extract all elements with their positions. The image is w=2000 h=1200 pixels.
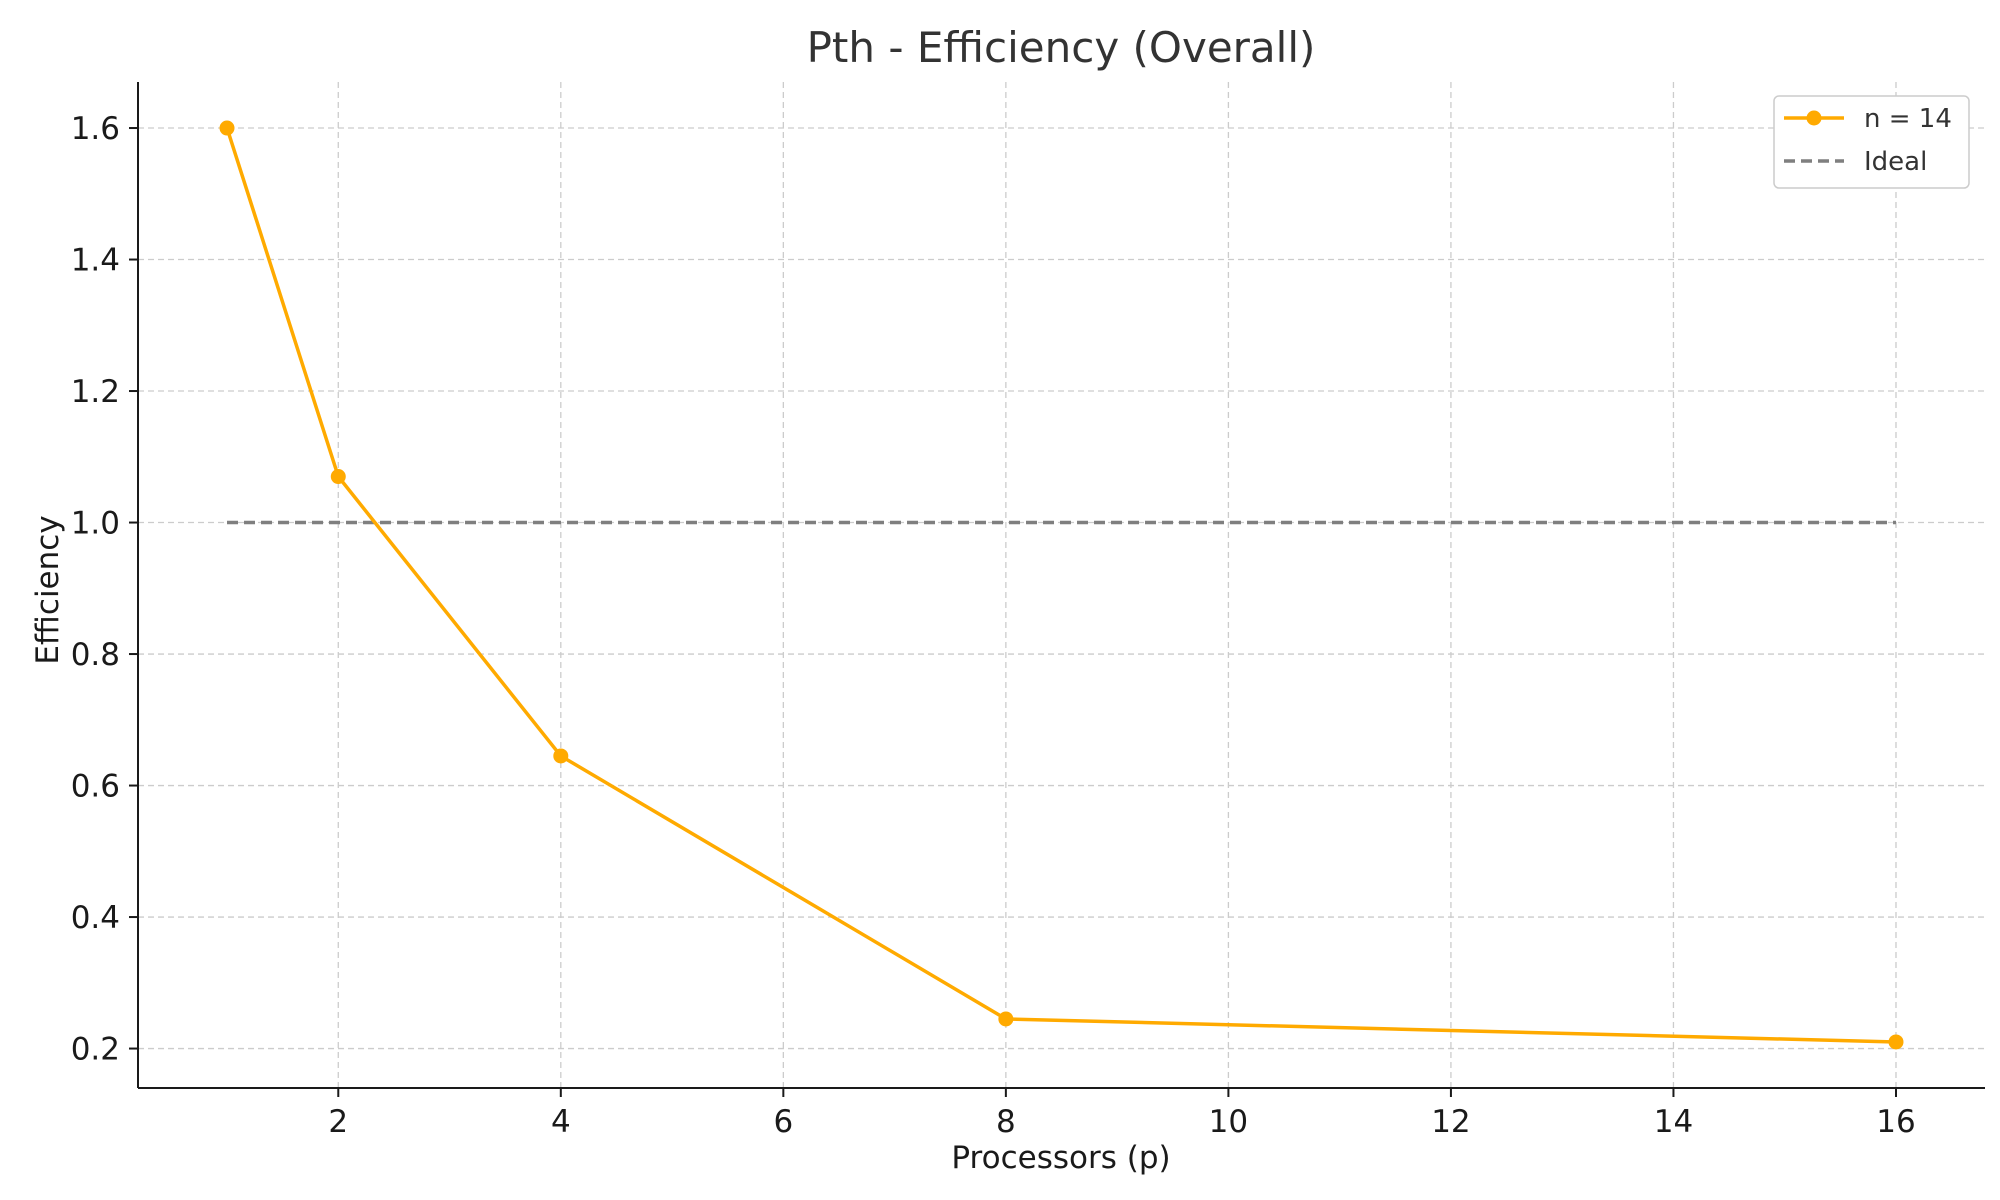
legend-label-n14: n = 14 bbox=[1864, 104, 1952, 134]
legend: n = 14 Ideal bbox=[1773, 95, 1970, 189]
y-tick-label: 0.8 bbox=[71, 637, 120, 673]
x-tick-label: 8 bbox=[996, 1104, 1016, 1140]
x-tick-label: 14 bbox=[1654, 1104, 1693, 1140]
x-axis-label: Processors (p) bbox=[951, 1140, 1170, 1176]
x-tick-label: 12 bbox=[1431, 1104, 1470, 1140]
chart-title: Pth - Efficiency (Overall) bbox=[807, 23, 1316, 72]
data-point bbox=[553, 748, 569, 764]
data-point bbox=[330, 469, 346, 485]
data-point bbox=[219, 120, 235, 136]
y-tick-label: 0.4 bbox=[71, 900, 120, 936]
x-tick-label: 10 bbox=[1209, 1104, 1248, 1140]
y-ticks: 0.2 0.4 0.6 0.8 1.0 1.2 1.4 1.6 bbox=[71, 111, 138, 1068]
y-tick-label: 1.6 bbox=[71, 111, 120, 147]
y-tick-label: 0.6 bbox=[71, 769, 120, 805]
efficiency-line bbox=[225, 127, 1897, 1044]
x-tick-label: 6 bbox=[773, 1104, 793, 1140]
axes bbox=[137, 82, 1985, 1089]
y-tick-label: 0.2 bbox=[71, 1032, 120, 1068]
efficiency-series bbox=[219, 120, 1904, 1050]
y-tick-label: 1.4 bbox=[71, 243, 120, 279]
x-tick-label: 4 bbox=[551, 1104, 571, 1140]
x-tick-label: 16 bbox=[1876, 1104, 1915, 1140]
y-tick-label: 1.2 bbox=[71, 374, 120, 410]
x-tick-label: 2 bbox=[328, 1104, 348, 1140]
legend-marker-n14 bbox=[1806, 110, 1822, 126]
data-point bbox=[998, 1011, 1014, 1027]
grid bbox=[138, 82, 1985, 1088]
x-ticks: 2 4 6 8 10 12 14 16 bbox=[328, 1088, 1916, 1140]
y-tick-label: 1.0 bbox=[71, 506, 120, 542]
legend-label-ideal: Ideal bbox=[1864, 147, 1927, 177]
data-point bbox=[1888, 1034, 1904, 1050]
y-axis-label: Efficiency bbox=[30, 515, 66, 664]
